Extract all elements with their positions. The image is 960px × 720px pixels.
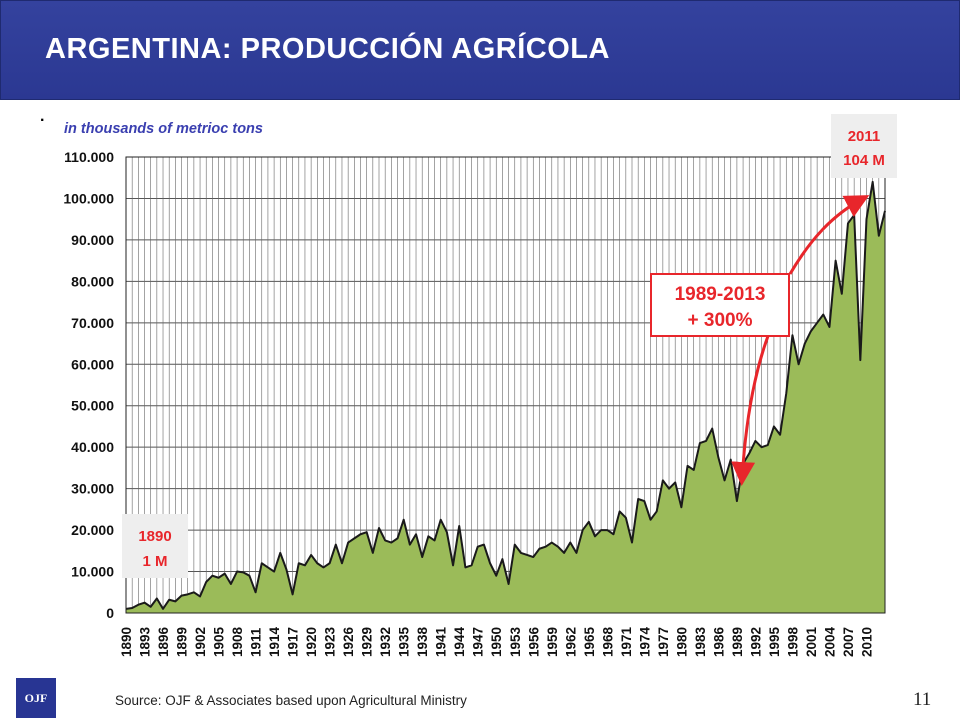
- x-tick-label: 1932: [378, 627, 393, 657]
- x-tick-label: 1938: [415, 626, 430, 657]
- x-tick-label: 1995: [767, 626, 782, 657]
- annotation-growth-line1: 1989-2013: [675, 284, 766, 305]
- x-tick-label: 1920: [304, 627, 319, 657]
- y-tick-label: 0: [106, 605, 114, 621]
- x-tick-label: 1914: [267, 626, 282, 657]
- bullet-dot: .: [40, 108, 44, 125]
- y-tick-label: 60.000: [71, 356, 114, 372]
- header-bar: ARGENTINA: PRODUCCIÓN AGRÍCOLA: [0, 0, 960, 100]
- x-tick-label: 1929: [360, 627, 375, 657]
- production-chart: . in thousands of metrioc tons 0 10.000 20…: [40, 108, 897, 657]
- x-tick-label: 1968: [600, 626, 615, 657]
- x-tick-label: 1980: [674, 627, 689, 657]
- x-tick-label: 1890: [119, 627, 134, 657]
- annotation-1890: 1890 1 M: [122, 514, 188, 578]
- x-tick-label: 1992: [748, 627, 763, 657]
- y-tick-label: 80.000: [71, 273, 114, 289]
- x-tick-label: 1950: [489, 627, 504, 657]
- annotation-2011-line1: 2011: [848, 128, 881, 145]
- x-tick-label: 1896: [156, 626, 171, 657]
- x-tick-label: 1893: [138, 626, 153, 657]
- y-tick-label: 30.000: [71, 481, 114, 497]
- ojf-logo: OJF: [16, 678, 56, 718]
- x-tick-label: 1962: [563, 627, 578, 657]
- y-tick-label: 10.000: [71, 564, 114, 580]
- x-axis-ticks: 1890 1893 1896 1899 1902 1905 1908 1911 1914 1917…: [119, 626, 874, 657]
- y-tick-label: 90.000: [71, 232, 114, 248]
- x-tick-label: 1959: [545, 627, 560, 657]
- x-tick-label: 1899: [175, 627, 190, 657]
- y-axis-unit-label: in thousands of metrioc tons: [64, 121, 263, 137]
- x-tick-label: 1971: [619, 626, 634, 657]
- x-tick-label: 1947: [471, 627, 486, 657]
- source-note: Source: OJF & Associates based upon Agri…: [115, 693, 467, 708]
- x-tick-label: 1935: [397, 626, 412, 657]
- page-number: 11: [913, 689, 932, 710]
- plot-border: [125, 156, 886, 614]
- annotation-2011: 2011 104 M: [831, 114, 897, 178]
- y-tick-label: 40.000: [71, 439, 114, 455]
- y-axis-ticks: 0 10.000 20.000 30.000 40.000 50.000 60.000 70.…: [63, 149, 114, 621]
- x-tick-label: 1977: [656, 627, 671, 657]
- y-tick-label: 100.000: [63, 190, 114, 206]
- production-area: [126, 181, 885, 613]
- annotation-growth: 1989-2013 + 300%: [650, 273, 790, 337]
- x-tick-label: 2007: [841, 627, 856, 657]
- x-tick-label: 1983: [693, 626, 708, 657]
- x-tick-label: 1941: [434, 626, 449, 657]
- x-tick-label: 1908: [230, 626, 245, 657]
- annotation-growth-line2: + 300%: [688, 310, 753, 331]
- x-tick-label: 1986: [711, 626, 726, 657]
- y-tick-label: 20.000: [71, 522, 114, 538]
- y-tick-label: 70.000: [71, 315, 114, 331]
- y-tick-label: 110.000: [64, 149, 114, 165]
- growth-arrow-down: [731, 335, 770, 486]
- x-tick-label: 1965: [582, 626, 597, 657]
- x-tick-label: 1926: [341, 626, 356, 657]
- page-title: ARGENTINA: PRODUCCIÓN AGRÍCOLA: [45, 33, 610, 65]
- annotation-1890-line1: 1890: [138, 528, 171, 545]
- x-tick-label: 2004: [822, 626, 837, 657]
- x-tick-label: 1974: [637, 626, 652, 657]
- annotation-1890-line2: 1 M: [142, 553, 167, 570]
- x-tick-label: 2001: [804, 626, 819, 657]
- growth-arrow-up: [788, 195, 870, 275]
- production-line: [125, 180, 886, 610]
- y-tick-label: 50.000: [71, 398, 114, 414]
- x-tick-label: 1911: [249, 627, 264, 657]
- x-tick-label: 1944: [452, 626, 467, 657]
- x-tick-label: 1998: [785, 626, 800, 657]
- x-tick-label: 1905: [212, 626, 227, 657]
- x-tick-label: 2010: [859, 627, 874, 657]
- x-tick-label: 1917: [286, 627, 301, 657]
- x-tick-label: 1953: [508, 626, 523, 657]
- x-tick-label: 1956: [526, 626, 541, 657]
- annotation-2011-line2: 104 M: [843, 152, 885, 169]
- x-tick-label: 1989: [730, 627, 745, 657]
- x-tick-label: 1902: [193, 627, 208, 657]
- x-tick-label: 1923: [323, 626, 338, 657]
